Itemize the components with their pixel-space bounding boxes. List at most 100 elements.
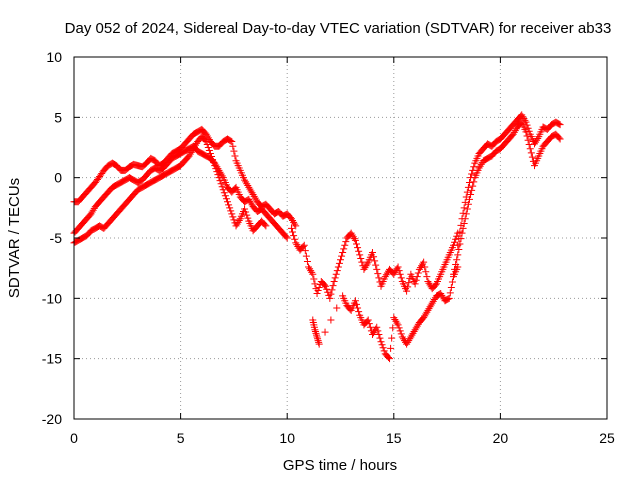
y-tick-label: -10	[42, 290, 62, 306]
data-point	[214, 171, 222, 179]
data-point	[293, 241, 301, 249]
plot-frame	[73, 56, 608, 420]
data-point	[242, 208, 250, 216]
data-point	[349, 233, 357, 241]
data-point	[425, 279, 433, 287]
data-point	[527, 149, 535, 157]
data-point	[244, 214, 252, 222]
data-point	[459, 224, 467, 232]
data-point	[290, 232, 298, 240]
data-point	[375, 331, 383, 339]
data-point	[88, 208, 96, 216]
data-point	[465, 195, 473, 203]
data-point	[210, 159, 218, 167]
data-point	[371, 257, 379, 265]
data-point	[192, 141, 200, 149]
data-point	[394, 263, 402, 271]
data-point	[245, 183, 253, 191]
data-point	[457, 235, 465, 243]
data-point	[327, 290, 335, 298]
data-point	[370, 253, 378, 261]
data-point	[476, 162, 484, 170]
data-point	[391, 315, 399, 323]
data-point	[463, 205, 471, 213]
data-point	[461, 198, 469, 206]
data-point	[394, 321, 402, 329]
data-point	[333, 304, 341, 312]
data-point	[413, 273, 421, 281]
data-point	[290, 218, 298, 226]
data-point	[315, 338, 323, 346]
data-point	[289, 228, 297, 236]
data-point	[338, 252, 346, 260]
data-point	[525, 127, 533, 135]
data-point	[323, 285, 331, 293]
data-point	[397, 330, 405, 338]
data-point	[368, 248, 376, 256]
data-point	[422, 268, 430, 276]
data-point	[218, 183, 226, 191]
data-point	[411, 280, 419, 288]
data-point	[424, 277, 432, 285]
data-point	[251, 194, 259, 202]
data-point	[413, 322, 421, 330]
data-point	[249, 191, 257, 199]
data-point	[248, 189, 256, 197]
series-2	[70, 133, 270, 247]
data-point	[449, 270, 457, 278]
data-point	[308, 268, 316, 276]
data-point	[477, 160, 485, 168]
data-point	[341, 241, 349, 249]
data-point	[399, 335, 407, 343]
data-point	[376, 334, 384, 342]
data-point	[203, 140, 211, 148]
data-point	[464, 200, 472, 208]
data-point	[374, 327, 382, 335]
data-point	[437, 290, 445, 298]
data-point	[313, 333, 321, 341]
data-point	[348, 231, 356, 239]
series-6	[449, 118, 564, 278]
data-point	[337, 256, 344, 264]
x-tick-label: 5	[177, 430, 185, 446]
data-point	[556, 135, 564, 143]
data-point	[241, 176, 249, 184]
data-point	[522, 128, 530, 136]
data-point	[208, 153, 216, 161]
data-point	[315, 283, 323, 291]
data-point	[470, 163, 478, 171]
data-point	[444, 295, 452, 303]
data-point	[396, 327, 404, 335]
data-point	[213, 168, 221, 176]
data-point	[307, 267, 315, 275]
data-point	[406, 335, 414, 343]
data-point	[468, 170, 476, 178]
data-point	[455, 245, 463, 253]
data-point	[424, 306, 432, 314]
data-point	[423, 308, 431, 316]
data-point	[410, 328, 418, 336]
data-point	[458, 229, 466, 237]
data-point	[469, 182, 477, 190]
data-point	[321, 328, 329, 336]
data-point	[250, 192, 258, 200]
series-1	[70, 142, 291, 242]
data-point	[209, 156, 217, 164]
y-tick-label: 0	[54, 170, 62, 186]
data-point	[187, 148, 195, 156]
data-point	[378, 341, 386, 349]
data-point	[305, 263, 313, 271]
y-axis-label: SDTVAR / TECUs	[6, 178, 23, 298]
data-point	[379, 344, 387, 352]
data-point	[526, 145, 534, 153]
data-point	[287, 224, 295, 232]
data-point	[389, 324, 397, 332]
data-point	[475, 164, 483, 172]
data-point	[330, 277, 338, 285]
data-point	[289, 217, 297, 225]
data-point	[393, 319, 401, 327]
data-point	[357, 255, 365, 263]
data-point	[203, 132, 211, 140]
chart-title: Day 052 of 2024, Sidereal Day-to-day VTE…	[65, 20, 612, 37]
data-point	[452, 261, 460, 269]
